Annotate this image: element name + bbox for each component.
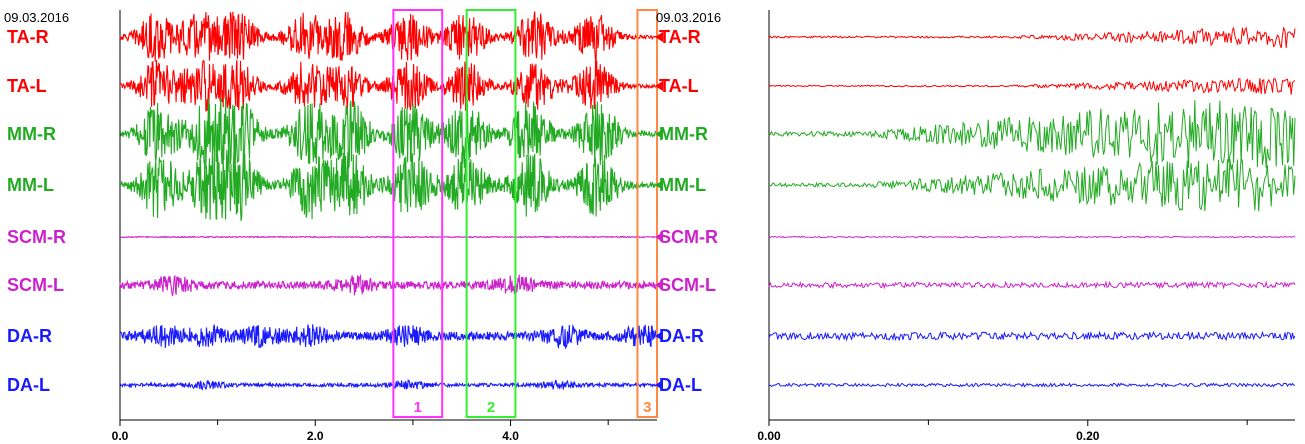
- channel-label-mm-l: MM-L: [7, 175, 54, 195]
- trace-scm-l: [768, 280, 1296, 290]
- channel-marker: [655, 129, 663, 139]
- annotation-box-label: 1: [414, 399, 422, 416]
- channel-label-scm-l: SCM-L: [7, 275, 64, 295]
- trace-ta-l: [119, 59, 658, 112]
- x-tick-label: 0.00: [757, 429, 781, 443]
- annotation-box-label: 2: [487, 399, 495, 416]
- channel-label-da-r: DA-R: [659, 326, 704, 346]
- channel-label-scm-l: SCM-L: [659, 275, 716, 295]
- trace-ta-l: [768, 78, 1296, 95]
- trace-da-l: [119, 378, 658, 391]
- channel-label-ta-l: TA-L: [7, 76, 47, 96]
- trace-scm-r: [768, 235, 1295, 239]
- channel-marker: [655, 331, 663, 341]
- channel-marker: [655, 280, 663, 290]
- trace-ta-r: [119, 11, 658, 62]
- channel-label-ta-r: TA-R: [7, 27, 49, 47]
- channel-marker: [655, 180, 663, 190]
- channel-marker: [655, 232, 663, 242]
- channel-label-ta-l: TA-L: [659, 76, 699, 96]
- channel-label-ta-r: TA-R: [659, 27, 701, 47]
- channel-label-da-l: DA-L: [7, 375, 50, 395]
- channel-marker: [655, 32, 663, 42]
- x-tick-label: 0.0: [112, 429, 129, 443]
- channel-label-scm-r: SCM-R: [7, 227, 66, 247]
- channel-marker: [655, 380, 663, 390]
- channel-label-mm-r: MM-R: [7, 124, 56, 144]
- trace-scm-l: [119, 273, 658, 297]
- annotation-box-1: [392, 9, 444, 418]
- x-tick-label: 4.0: [502, 429, 519, 443]
- trace-ta-r: [768, 26, 1296, 49]
- right-emg-zoom-panel: 09.03.2016 0.00 0.20 TA-R TA-L MM-R MM-L SCM-R S…: [655, 10, 1296, 443]
- channel-label-scm-r: SCM-R: [659, 227, 718, 247]
- annotation-box-3: [636, 9, 658, 418]
- annotation-box-label: 3: [643, 399, 651, 416]
- trace-mm-l: [768, 157, 1296, 212]
- trace-da-l: [768, 382, 1296, 388]
- trace-da-r: [119, 323, 658, 350]
- trace-mm-r: [768, 100, 1296, 169]
- channel-label-mm-l: MM-L: [659, 175, 706, 195]
- left-emg-panel: 09.03.2016 0.0 2.0 4.0 TA-R TA-L MM-R MM-L SCM-R…: [4, 9, 658, 443]
- channel-label-mm-r: MM-R: [659, 124, 708, 144]
- channel-label-da-r: DA-R: [7, 326, 52, 346]
- channel-marker: [655, 81, 663, 91]
- trace-da-r: [768, 330, 1296, 342]
- trace-mm-r: [119, 97, 658, 170]
- recording-date: 09.03.2016: [656, 10, 721, 25]
- trace-mm-l: [119, 148, 658, 221]
- channel-label-da-l: DA-L: [659, 375, 702, 395]
- x-tick-label: 0.20: [1076, 429, 1100, 443]
- annotation-box-2: [465, 9, 517, 418]
- x-tick-label: 2.0: [307, 429, 324, 443]
- trace-scm-r: [119, 235, 658, 239]
- recording-date: 09.03.2016: [4, 10, 69, 25]
